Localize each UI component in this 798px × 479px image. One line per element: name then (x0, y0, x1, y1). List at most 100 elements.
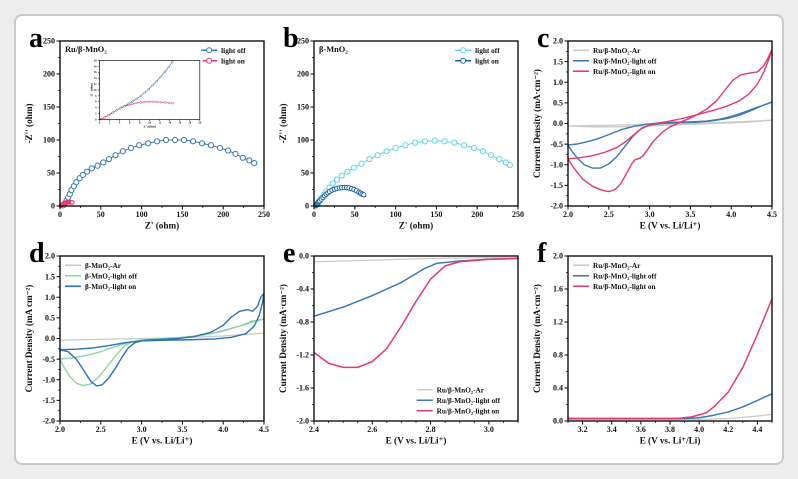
svg-text:100: 100 (136, 210, 148, 219)
svg-text:β-MnO₂-light off: β-MnO₂-light off (85, 271, 138, 280)
panel-letter-b: b (283, 23, 299, 54)
svg-text:0: 0 (99, 122, 101, 125)
svg-text:-0.5: -0.5 (42, 355, 55, 364)
svg-text:light off: light off (475, 46, 500, 55)
svg-text:100: 100 (390, 210, 402, 219)
svg-text:4.0: 4.0 (694, 425, 704, 434)
svg-text:-1.5: -1.5 (42, 396, 55, 405)
svg-text:50: 50 (351, 210, 359, 219)
svg-text:12: 12 (158, 122, 161, 125)
svg-text:Ru/β-MnO₂-light on: Ru/β-MnO₂-light on (593, 282, 656, 291)
svg-text:Ru/β-MnO₂-light off: Ru/β-MnO₂-light off (437, 396, 501, 405)
svg-text:-Z'' (ohm): -Z'' (ohm) (278, 103, 288, 143)
svg-text:2.6: 2.6 (367, 425, 377, 434)
svg-text:4.4: 4.4 (752, 425, 762, 434)
panel-c: c 2.0 2.5 3.0 3.5 4.0 4.5 -2.0 -1.5 -1.0 -0.5 0.0 0… (529, 24, 783, 239)
svg-text:3.0: 3.0 (484, 425, 494, 434)
svg-text:0: 0 (58, 210, 62, 219)
svg-text:-Z'' (ohm): -Z'' (ohm) (89, 83, 93, 97)
figure-card: a 0 50 100 150 200 250 0 50 100 150 200 250 Z' (ohm)… (14, 14, 784, 465)
svg-text:Ru/β-MnO₂-Ar: Ru/β-MnO₂-Ar (593, 46, 641, 55)
svg-text:200: 200 (43, 70, 55, 79)
svg-text:50: 50 (47, 169, 55, 178)
svg-text:Z' (ohm): Z' (ohm) (145, 221, 179, 231)
svg-text:2: 2 (109, 122, 111, 125)
svg-text:250: 250 (297, 37, 309, 46)
svg-text:0.5: 0.5 (553, 99, 563, 108)
svg-text:18: 18 (188, 122, 191, 125)
svg-text:16: 16 (178, 122, 181, 125)
svg-text:20: 20 (94, 59, 97, 62)
svg-text:Ru/β-MnO₂-Ar: Ru/β-MnO₂-Ar (593, 261, 641, 270)
svg-text:200: 200 (471, 210, 483, 219)
svg-text:-1.2: -1.2 (296, 351, 309, 360)
svg-text:light off: light off (221, 46, 246, 55)
svg-text:-0.8: -0.8 (296, 318, 309, 327)
svg-text:20: 20 (198, 122, 201, 125)
svg-text:3.6: 3.6 (636, 425, 646, 434)
svg-text:0: 0 (95, 118, 97, 121)
svg-text:Ru/β-MnO₂: Ru/β-MnO₂ (65, 45, 107, 54)
svg-text:2.0: 2.0 (55, 425, 65, 434)
svg-text:1.2: 1.2 (553, 318, 563, 327)
svg-text:0.0: 0.0 (553, 417, 563, 426)
svg-text:2.5: 2.5 (96, 425, 106, 434)
panel-f: f 3.2 3.4 3.6 3.8 4.0 4.2 4.4 0.0 0.4 0.8 1.2 1.6 2.… (529, 239, 783, 454)
svg-text:4.5: 4.5 (259, 425, 269, 434)
svg-text:10: 10 (94, 89, 97, 92)
svg-text:1.0: 1.0 (553, 78, 563, 87)
cv-chart-ru-mno2: 2.0 2.5 3.0 3.5 4.0 4.5 -2.0 -1.5 -1.0 -0.5 0.0 0.5… (532, 37, 777, 231)
panel-letter-a: a (29, 23, 43, 54)
svg-text:2.0: 2.0 (563, 210, 573, 219)
svg-text:Current Density (mA·cm⁻²): Current Density (mA·cm⁻²) (278, 284, 288, 393)
svg-text:3.8: 3.8 (665, 425, 675, 434)
svg-text:-0.4: -0.4 (296, 285, 309, 294)
svg-text:3.4: 3.4 (607, 425, 617, 434)
svg-text:Z' (ohm): Z' (ohm) (399, 221, 433, 231)
svg-text:-1.0: -1.0 (42, 375, 55, 384)
svg-text:β-MnO₂-Ar: β-MnO₂-Ar (85, 261, 122, 270)
svg-text:E (V vs. Li⁺/Li): E (V vs. Li⁺/Li) (640, 436, 701, 446)
svg-text:-0.5: -0.5 (550, 140, 563, 149)
panel-b: b 0 50 100 150 200 250 0 50 100 150 200 250 Z' (ohm)… (275, 24, 529, 239)
svg-text:250: 250 (512, 210, 524, 219)
svg-text:150: 150 (430, 210, 442, 219)
svg-text:-2.0: -2.0 (296, 417, 309, 426)
svg-text:14: 14 (168, 122, 171, 125)
svg-text:2.8: 2.8 (426, 425, 436, 434)
panel-letter-c: c (537, 23, 550, 54)
svg-text:4.0: 4.0 (218, 425, 228, 434)
svg-text:6: 6 (129, 122, 131, 125)
svg-text:Ru/β-MnO₂-light off: Ru/β-MnO₂-light off (593, 271, 657, 280)
nyquist-chart-mno2: 0 50 100 150 200 250 0 50 100 150 200 250 Z' (ohm) -Z… (278, 37, 524, 231)
svg-text:4.5: 4.5 (767, 210, 777, 219)
svg-text:200: 200 (217, 210, 229, 219)
svg-text:8: 8 (95, 95, 97, 98)
svg-text:150: 150 (297, 103, 309, 112)
svg-text:2.0: 2.0 (553, 37, 563, 46)
cv-chart-mno2: 2.0 2.5 3.0 3.5 4.0 4.5 -2.0 -1.5 -1.0 -0.5 0.0 0.5… (24, 252, 269, 446)
svg-text:Current Density (mA cm⁻²): Current Density (mA cm⁻²) (24, 285, 34, 393)
panel-d: d 2.0 2.5 3.0 3.5 4.0 4.5 -2.0 -1.5 -1.0 -0.5 0.0 0… (21, 239, 275, 454)
svg-text:0: 0 (51, 202, 55, 211)
svg-text:3.0: 3.0 (137, 425, 147, 434)
svg-text:0.0: 0.0 (45, 334, 55, 343)
panel-a: a 0 50 100 150 200 250 0 50 100 150 200 250 Z' (ohm)… (21, 24, 275, 239)
lsv-cathodic-chart: 2.4 2.6 2.8 3.0 -2.0 -1.6 -1.2 -0.8 -0.4 0.0 E (V … (278, 252, 519, 446)
panel-letter-e: e (283, 238, 296, 269)
svg-text:2: 2 (95, 113, 97, 116)
svg-text:Ru/β-MnO₂-light on: Ru/β-MnO₂-light on (593, 67, 656, 76)
svg-text:14: 14 (94, 77, 97, 80)
svg-text:-Z'' (ohm): -Z'' (ohm) (24, 103, 34, 143)
svg-text:Ru/β-MnO₂-light on: Ru/β-MnO₂-light on (437, 406, 500, 415)
panel-letter-d: d (29, 238, 45, 269)
svg-text:250: 250 (43, 37, 55, 46)
svg-text:E (V vs. Li/Li⁺): E (V vs. Li/Li⁺) (640, 221, 701, 231)
svg-text:150: 150 (43, 103, 55, 112)
svg-text:6: 6 (95, 101, 97, 104)
svg-text:-1.6: -1.6 (296, 384, 309, 393)
svg-text:-1.5: -1.5 (550, 181, 563, 190)
svg-text:Ru/β-MnO₂-light off: Ru/β-MnO₂-light off (593, 56, 657, 65)
svg-text:1.5: 1.5 (45, 272, 55, 281)
